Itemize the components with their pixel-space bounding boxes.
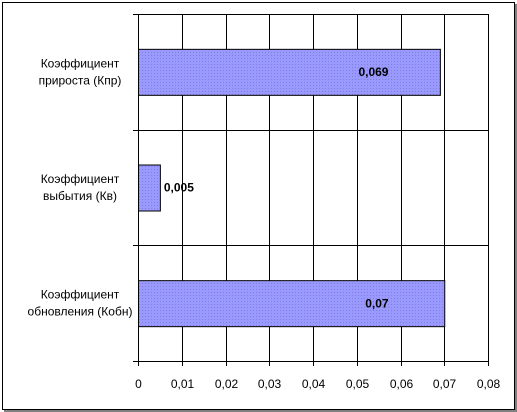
x-tick-label: 0,04	[302, 377, 326, 391]
category-label: выбытия (Кв)	[43, 189, 117, 203]
bar	[138, 280, 446, 328]
x-tick-label: 0,03	[258, 377, 282, 391]
category-label: обновления (Кобн)	[28, 305, 133, 319]
x-tick-label: 0,08	[477, 377, 501, 391]
x-tick-label: 0	[135, 377, 142, 391]
category-label: Коэффициент	[41, 56, 120, 70]
category-label: прироста (Кпр)	[39, 73, 122, 87]
bar-value-label: 0,005	[164, 181, 194, 195]
x-tick-label: 0,07	[433, 377, 457, 391]
category-label: Коэффициент	[41, 288, 120, 302]
bar-value-label: 0,069	[358, 65, 388, 79]
category-label: Коэффициент	[41, 172, 120, 186]
bar	[138, 48, 441, 96]
bar-value-label: 0,07	[365, 296, 389, 310]
x-tick-label: 0,06	[390, 377, 414, 391]
bar	[138, 164, 161, 212]
x-tick-label: 0,01	[171, 377, 195, 391]
x-tick-label: 0,02	[215, 377, 239, 391]
x-tick-label: 0,05	[346, 377, 370, 391]
